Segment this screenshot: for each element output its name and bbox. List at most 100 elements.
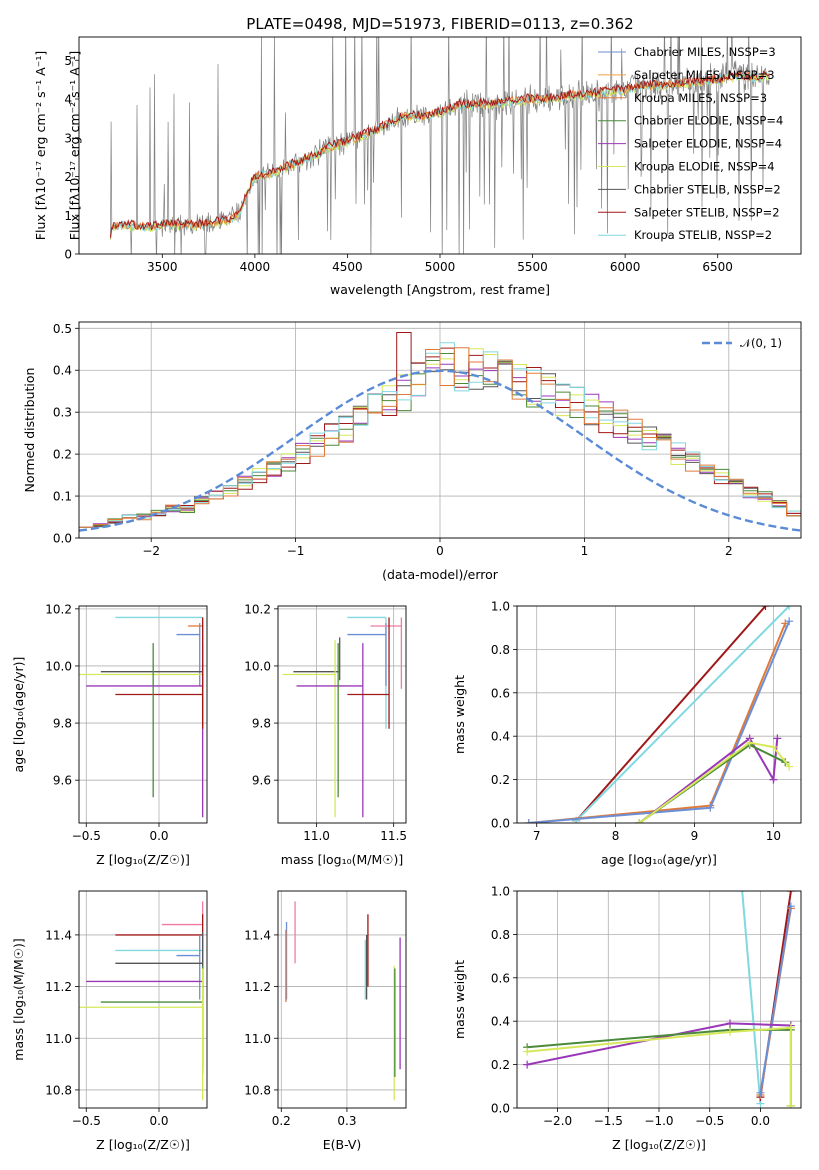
age-vs-mass-panel: 11.0 11.5 9.6 9.8 10.0 10.2 mass [log₁₀(M/M☉)]: [244, 602, 407, 867]
mass-weight-point: [635, 819, 644, 823]
y-tick-label: 10.8: [244, 1083, 271, 1097]
axes-frame: [277, 605, 407, 824]
figure-title: PLATE=0498, MJD=51973, FIBERID=0113, z=0…: [246, 15, 633, 33]
y-axis-label: mass weight: [452, 675, 467, 754]
x-tick-label: 9: [691, 829, 699, 843]
x-tick-label: 7: [533, 829, 541, 843]
legend-entry: Chabrier STELIB, NSSP=2: [634, 182, 781, 196]
mass-weight-point: [786, 902, 795, 911]
mass-weight-point: [786, 1023, 795, 1032]
x-tick-label: 5000: [425, 260, 456, 274]
y-tick-label: 11.0: [244, 1032, 271, 1046]
plot-area: [79, 891, 207, 1108]
axes-frame: [78, 36, 802, 255]
residual-histogram-kroupa_miles: [79, 347, 801, 528]
mass-weight-point: [726, 1028, 734, 1037]
x-tick-label: 1: [581, 544, 589, 558]
mass-weight-point: [786, 891, 795, 895]
y-tick-label: 9.6: [53, 774, 72, 788]
residual-histogram-kroupa_stelib: [79, 342, 801, 528]
x-tick-label: 0.0: [149, 1114, 168, 1128]
x-tick-label: −0.5: [695, 1114, 724, 1128]
x-tick-label: 0: [436, 544, 444, 558]
y-tick-label: 0.8: [491, 928, 510, 942]
x-axis-label: (data-model)/error: [382, 567, 499, 582]
mass-vs-metallicity-panel: −0.5 0.0 10.8 11.0 11.2 11.4 Z [log₁₀(Z/Z☉)] ma…: [11, 890, 208, 1152]
grid: [278, 891, 406, 1108]
y-tick-label: 0.4: [491, 1015, 510, 1029]
legend-entry: Salpeter ELODIE, NSSP=4: [634, 137, 782, 151]
x-tick-label: 0.3: [337, 1114, 356, 1128]
x-axis-label: mass [log₁₀(M/M☉)]: [281, 852, 403, 867]
y-tick-label: 11.0: [45, 1032, 72, 1046]
y-axis-label: Normed distribution: [22, 368, 37, 493]
x-axis-label: Z [log₁₀(Z/Z☉)]: [96, 1137, 190, 1152]
x-tick-label: −2.0: [543, 1114, 572, 1128]
y-axis-label: mass weight: [452, 960, 467, 1039]
plot-content: [523, 891, 795, 1108]
plot-content: [79, 332, 801, 532]
y-tick-label: 5: [64, 54, 72, 68]
x-tick-label: 0.2: [272, 1114, 291, 1128]
mass-weight-point: [773, 734, 782, 743]
mass-weight-line: [575, 606, 790, 822]
x-tick-label: −2: [142, 544, 160, 558]
axes-frame: [78, 321, 802, 539]
x-axis-label: E(B-V): [323, 1137, 362, 1152]
y-tick-label: 10.0: [244, 659, 271, 673]
mass-weight-line: [741, 891, 762, 1104]
y-tick-label: 0.3: [53, 406, 72, 420]
massweight-vs-age-panel: 7 8 9 10 0.0 0.2 0.4 0.6 0.8 1.0 age [log₁₀(age/yr…: [452, 600, 802, 867]
plot-area: [517, 606, 801, 823]
plot-content: [282, 616, 403, 818]
y-tick-label: 10.0: [45, 659, 72, 673]
y-axis-label: Flux [fλ10⁻¹⁷ erg cm⁻² s⁻¹ A⁻¹]: [33, 51, 48, 240]
x-tick-label: 3500: [147, 260, 178, 274]
y-tick-label: 0.1: [53, 490, 72, 504]
plot-area: [278, 891, 406, 1108]
mass-weight-point: [786, 1101, 795, 1108]
y-tick-label: 0: [64, 248, 72, 262]
mass-weight-point: [785, 762, 794, 771]
y-tick-label: 1: [64, 209, 72, 223]
y-tick-label: 9.8: [252, 717, 271, 731]
residuals-panel: −2 −1 0 1 2 0.0 0.1 0.2 0.3 0.4 0.5 (data-model)/er…: [22, 321, 802, 582]
y-tick-label: 1.0: [491, 600, 510, 614]
legend-entry: Salpeter MILES, NSSP=3: [634, 68, 775, 82]
x-tick-label: 11.0: [303, 829, 330, 843]
axes-frame: [277, 890, 407, 1109]
mass-weight-point: [745, 738, 754, 747]
y-tick-label: 0.6: [491, 686, 510, 700]
legend-entry: Kroupa STELIB, NSSP=2: [634, 228, 772, 242]
legend-entry: Kroupa MILES, NSSP=3: [634, 91, 767, 105]
axes-frame: [78, 605, 208, 824]
y-tick-label: 0.0: [53, 532, 72, 546]
y-tick-label: 11.4: [244, 928, 271, 942]
y-tick-label: 3: [64, 131, 72, 145]
plot-content: [110, 37, 770, 254]
mass-weight-line: [527, 1026, 792, 1106]
grid: [79, 606, 207, 823]
y-tick-label: 9.8: [53, 717, 72, 731]
y-tick-label: 0.4: [491, 730, 510, 744]
mass-weight-point: [785, 606, 794, 610]
axes-frame: [516, 605, 802, 824]
spectrum-legend: Chabrier MILES, NSSP=3 Salpeter MILES, NS…: [598, 45, 783, 242]
x-tick-label: 6000: [610, 260, 641, 274]
x-axis-label: Z [log₁₀(Z/Z☉)]: [612, 1137, 706, 1152]
mass-weight-line: [575, 606, 767, 822]
plot-content: [524, 606, 794, 823]
y-tick-label: 11.2: [45, 980, 72, 994]
y-tick-label: 11.2: [244, 980, 271, 994]
y-tick-label: 10.2: [244, 602, 271, 616]
x-tick-label: 2: [725, 544, 733, 558]
mass-weight-line: [759, 906, 792, 1093]
age-vs-metallicity-panel: −0.5 0.0 9.6 9.8 10.0 10.2 Z [log₁₀(Z/Z☉)] age …: [11, 602, 208, 867]
mass-weight-point: [738, 891, 747, 895]
plot-content: [285, 901, 401, 1101]
plot-area: [278, 606, 406, 823]
y-tick-label: 0.6: [491, 971, 510, 985]
x-axis-label: Z [log₁₀(Z/Z☉)]: [96, 852, 190, 867]
mass-weight-point: [706, 803, 715, 812]
